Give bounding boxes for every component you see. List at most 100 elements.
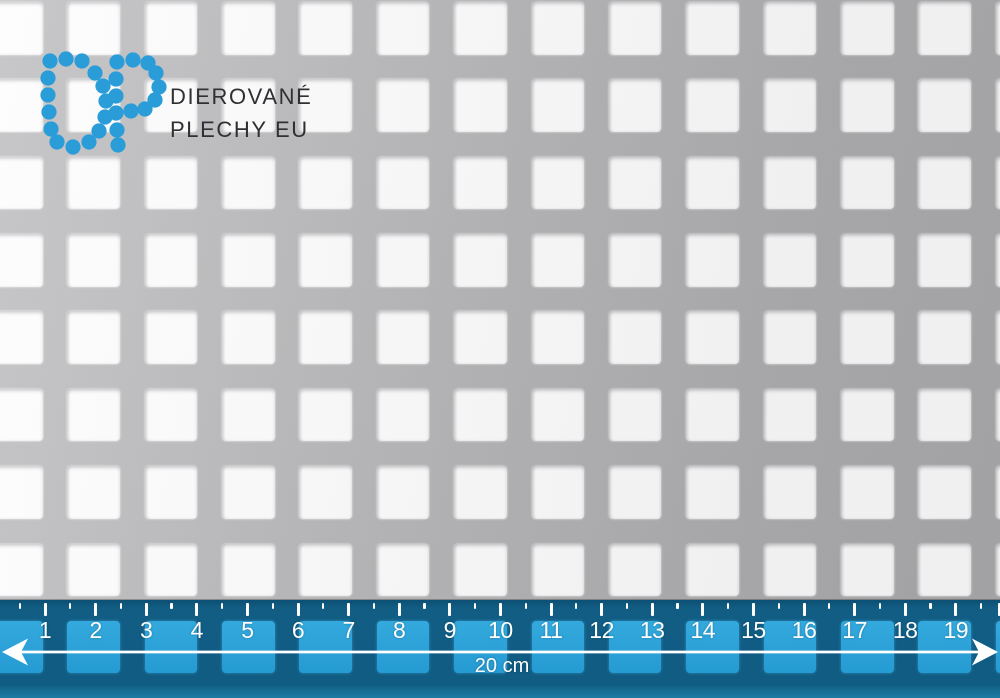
sheet-hole [376,543,430,596]
ruler-hole [222,620,275,674]
sheet-hole [841,156,894,210]
cm-tick [903,603,907,616]
ruler-hole [608,620,662,674]
sheet-hole [144,234,198,287]
cm-number: 4 [190,617,204,643]
cm-tick [448,603,452,616]
cm-number: 8 [393,617,406,643]
sheet-hole [376,388,430,442]
sheet-hole [67,466,120,519]
sheet-hole [531,466,584,519]
half-cm-tick [929,603,932,609]
sheet-hole [918,79,971,132]
sheet-hole [299,311,352,364]
sheet-hole [841,466,894,519]
half-cm-tick [524,603,527,609]
sheet-hole [376,156,430,210]
ruler-hole [841,620,894,674]
sheet-hole [299,2,352,55]
sheet-hole [454,543,507,596]
cm-tick [94,603,98,616]
sheet-hole [841,543,894,596]
sheet-hole [222,311,275,364]
cm-number: 11 [539,617,563,643]
sheet-hole [376,234,430,287]
sheet-hole [222,79,275,132]
ruler-hole [763,620,817,674]
ruler-hole [995,620,1000,674]
sheet-hole [763,234,817,287]
sheet-hole [0,2,43,55]
cm-number: 7 [342,617,355,643]
half-cm-tick [271,603,274,609]
half-cm-tick [423,603,426,609]
sheet-hole [454,466,507,519]
sheet-hole [918,234,971,287]
cm-tick [549,603,553,616]
half-cm-tick [878,603,882,609]
cm-tick [397,603,401,616]
sheet-hole [841,311,894,364]
sheet-hole [686,388,739,442]
sheet-hole [454,311,507,364]
cm-number: 13 [639,617,665,643]
sheet-hole [686,311,739,364]
cm-number: 6 [291,617,305,643]
sheet-hole [763,543,817,596]
half-cm-tick [18,603,21,609]
cm-number: 18 [892,617,918,643]
sheet-hole [995,79,1000,132]
sheet-hole [686,466,739,519]
sheet-hole [918,2,971,55]
sheet-hole [608,388,662,442]
sheet-hole [686,2,739,55]
ruler-hole [376,620,430,674]
sheet-hole [144,311,198,364]
sheet-hole [763,388,817,442]
cm-tick [997,603,1000,616]
sheet-hole [454,234,507,287]
sheet-hole [531,388,584,442]
sheet-hole [0,466,43,519]
sheet-hole [67,156,120,210]
sheet-hole [995,311,1000,364]
sheet-hole [67,388,120,442]
sheet-hole [222,466,275,519]
sheet-hole [454,388,507,442]
sheet-hole [0,543,43,596]
sheet-hole [67,543,120,596]
half-cm-tick [322,603,325,609]
ruler-total-label: 20 cm [474,655,530,677]
ruler-hole [67,620,120,674]
ruler-span-arrow-icon [2,638,998,666]
cm-tick [701,603,705,616]
half-cm-tick [676,603,679,609]
half-cm-tick [726,603,730,609]
dp-logo-icon [40,51,167,155]
cm-tick [245,603,249,616]
brand-line2: PLECHY EU [170,117,309,142]
sheet-hole [222,234,275,287]
sheet-hole [608,2,662,55]
ruler-hole [531,620,584,674]
sheet-hole [454,79,507,132]
cm-tick [802,603,806,616]
sheet-hole [608,311,662,364]
sheet-hole [0,156,43,210]
sheet-hole [763,311,817,364]
sheet-hole [299,388,352,442]
sheet-hole [918,311,971,364]
cm-tick [347,603,351,616]
sheet-hole [763,79,817,132]
half-cm-tick [220,603,224,609]
half-cm-tick [372,603,376,609]
cm-number: 3 [140,617,153,643]
sheet-hole [531,2,584,55]
sheet-hole [918,388,971,442]
sheet-hole [918,466,971,519]
cm-number: 12 [589,617,614,643]
ruler-hole [686,620,739,674]
cm-tick [751,603,755,616]
sheet-hole [608,156,662,210]
